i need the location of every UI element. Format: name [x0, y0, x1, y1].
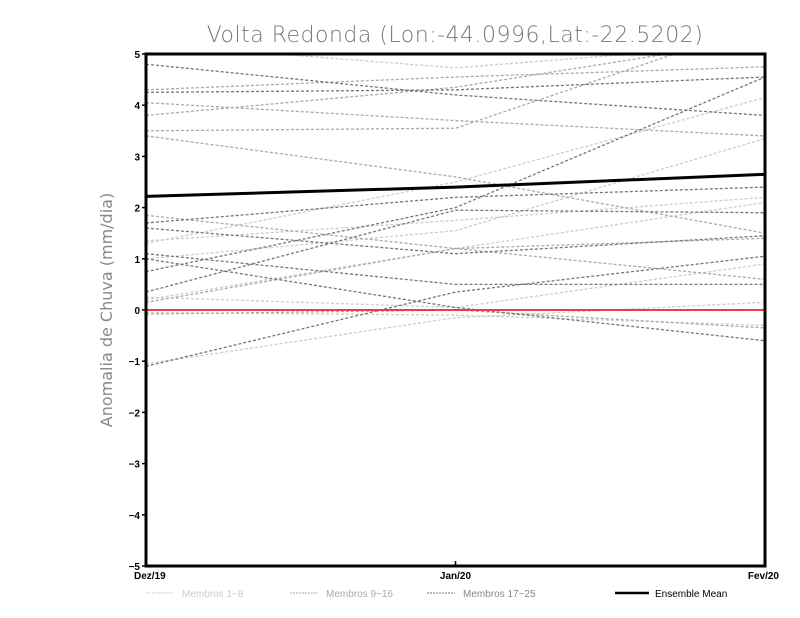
member-line-13 — [146, 54, 677, 132]
member-line-20 — [146, 76, 765, 273]
y-tick-label: 1 — [134, 255, 140, 266]
y-tick-label: −1 — [129, 357, 141, 368]
ensemble-mean-line — [146, 172, 765, 198]
member-line-18 — [146, 76, 765, 94]
y-tick-label: 4 — [134, 101, 140, 112]
member-line-19 — [146, 186, 765, 224]
member-line-22 — [146, 253, 765, 286]
y-tick-label: 3 — [134, 152, 140, 163]
y-tick-label: −4 — [129, 511, 141, 522]
y-tick-label: −2 — [129, 408, 141, 419]
y-tick-label: −5 — [129, 562, 141, 573]
legend-label-2: Membros 9−16 — [326, 589, 393, 600]
member-line-5 — [146, 263, 765, 309]
chart-title: Volta Redonda (Lon:-44.0996,Lat:-22.5202… — [207, 23, 704, 48]
y-tick-label: 2 — [134, 204, 140, 215]
member-line-14 — [146, 214, 765, 280]
y-tick-label: 5 — [134, 50, 140, 61]
x-tick-label: Fev/20 — [748, 571, 780, 582]
legend-label-1: Membros 1−8 — [182, 589, 244, 600]
member-line-2 — [146, 196, 765, 242]
member-line-1 — [269, 54, 642, 69]
y-axis-label: Anomalia de Chuva (mm/dia) — [97, 193, 116, 427]
member-line-21 — [146, 227, 765, 255]
legend-label-4: Ensemble Mean — [655, 589, 727, 600]
x-tick-label: Dez/19 — [134, 571, 166, 582]
legend-label-3: Membros 17−25 — [463, 589, 536, 600]
member-line-25 — [146, 255, 765, 367]
member-line-11 — [146, 54, 672, 117]
member-line-4 — [146, 201, 765, 301]
member-line-7 — [146, 311, 765, 327]
y-tick-label: −3 — [129, 460, 141, 471]
member-line-3 — [146, 96, 765, 245]
y-tick-label: 0 — [134, 306, 140, 317]
member-line-9 — [146, 66, 765, 91]
member-line-10 — [146, 101, 765, 137]
member-line-17 — [146, 63, 765, 117]
member-line-6 — [146, 301, 765, 365]
member-line-8 — [146, 137, 765, 260]
member-line-12 — [146, 135, 765, 234]
member-line-24 — [146, 258, 765, 342]
member-line-16 — [146, 309, 765, 329]
x-tick-label: Jan/20 — [440, 571, 472, 582]
member-line-23 — [146, 209, 765, 293]
